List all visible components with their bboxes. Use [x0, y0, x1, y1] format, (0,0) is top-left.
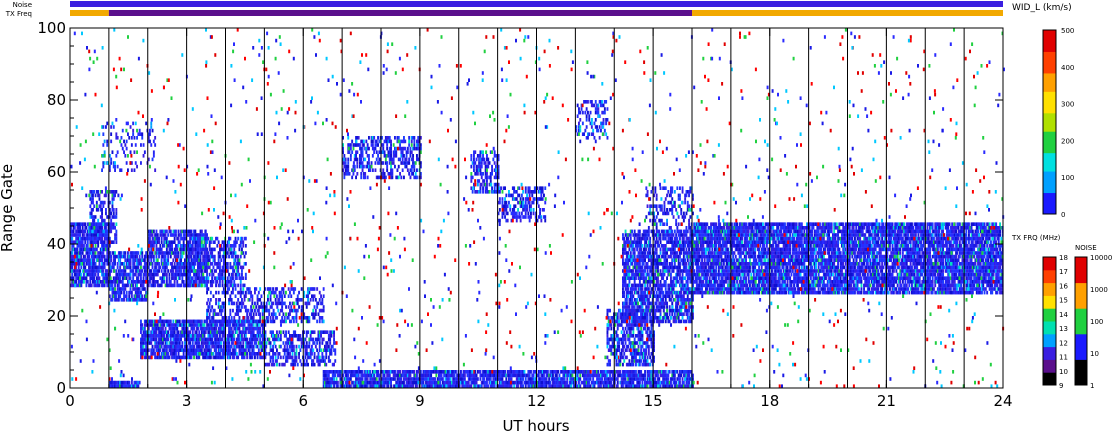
noise-colorbar: 1 10 100 1000 10000: [1074, 254, 1112, 390]
txfreq-colorbar-tick: 12: [1059, 339, 1068, 347]
x-tick-label: 24: [993, 392, 1012, 410]
x-tick-label: 6: [298, 392, 308, 410]
echo-region-12: [497, 186, 547, 223]
echo-data: [70, 28, 1005, 388]
x-tick-label: 9: [415, 392, 425, 410]
width-colorbar-tick: 500: [1061, 27, 1074, 35]
txfreq-colorbar-tick: 16: [1059, 282, 1068, 290]
txfreq-colorbar-title: TX FRQ (MHz): [1011, 234, 1061, 242]
echo-region-1: [89, 190, 118, 244]
x-tick-label: 3: [182, 392, 192, 410]
echo-region-7: [186, 236, 247, 288]
txfreq-colorbar-tick: 13: [1059, 325, 1068, 333]
noise-bar: [70, 1, 1003, 7]
txfreq-segment-2: [692, 10, 1003, 16]
echo-region-3: [108, 380, 141, 388]
y-tick-label: 80: [47, 91, 66, 109]
txfreq-colorbar-tick: 17: [1059, 268, 1068, 276]
echo-region-9: [101, 121, 157, 172]
echo-region-17: [692, 222, 1004, 295]
txfreq-colorbar-tick: 14: [1059, 311, 1068, 319]
width-colorbar-tick: 300: [1061, 101, 1074, 109]
txfreq-colorbar-tick: 11: [1059, 354, 1068, 362]
width-colorbar-tick: 100: [1061, 174, 1074, 182]
y-axis: 0 20 40 60 80 100: [37, 19, 1003, 397]
hour-gridlines: [108, 28, 965, 388]
x-tick-label: 18: [760, 392, 779, 410]
noise-colorbar-title: NOISE: [1075, 244, 1097, 252]
width-colorbar-title: WID_L (km/s): [1012, 3, 1072, 13]
echo-region-8: [206, 287, 325, 324]
width-colorbar-tick: 400: [1061, 64, 1074, 72]
width-colorbar: 0 100 200 300 400 500: [1042, 27, 1074, 219]
x-tick-label: 21: [877, 392, 896, 410]
y-axis-label: Range Gate: [0, 164, 16, 252]
echo-region-2: [108, 251, 149, 302]
noise-colorbar-tick: 1: [1090, 382, 1094, 390]
width-colorbar-tick: 200: [1061, 137, 1074, 145]
top-status-bars: [70, 1, 1003, 16]
x-tick-label: 12: [527, 392, 546, 410]
y-tick-label: 100: [37, 19, 66, 37]
y-tick-label: 40: [47, 235, 66, 253]
echo-region-10: [342, 136, 422, 180]
x-axis: 0 3 6 9 12 15 18 21 24: [65, 28, 1013, 410]
txfreq-segment-0: [70, 10, 109, 16]
x-tick-label: 15: [644, 392, 663, 410]
width-colorbar-tick: 0: [1061, 211, 1065, 219]
echo-region-5: [264, 330, 337, 367]
echo-region-14: [622, 229, 694, 324]
y-tick-label: 20: [47, 307, 66, 325]
noise-colorbar-tick: 10: [1090, 350, 1099, 358]
txfreq-bar-label: TX Freq: [5, 10, 32, 18]
txfreq-segment-1: [108, 10, 692, 16]
txfreq-colorbar-tick: 18: [1059, 254, 1068, 262]
noise-bar-label: Noise: [13, 1, 32, 9]
noise-colorbar-tick: 100: [1090, 318, 1103, 326]
echo-region-11: [470, 150, 500, 194]
txfreq-colorbar-tick: 10: [1059, 368, 1068, 376]
y-tick-label: 0: [56, 379, 66, 397]
noise-colorbar-tick: 10000: [1090, 254, 1112, 262]
noise-colorbar-tick: 1000: [1090, 286, 1108, 294]
txfreq-colorbar-tick: 15: [1059, 297, 1068, 305]
x-axis-label: UT hours: [502, 417, 569, 435]
echo-region-18: [322, 370, 694, 388]
txfreq-colorbar: 9 10 11 12 13 14 15 16 17 18: [1042, 254, 1068, 390]
echo-region-15: [606, 308, 655, 367]
txfreq-colorbar-tick: 9: [1059, 382, 1063, 390]
echo-region-4: [140, 319, 267, 360]
x-tick-label: 0: [65, 392, 75, 410]
y-tick-label: 60: [47, 163, 66, 181]
